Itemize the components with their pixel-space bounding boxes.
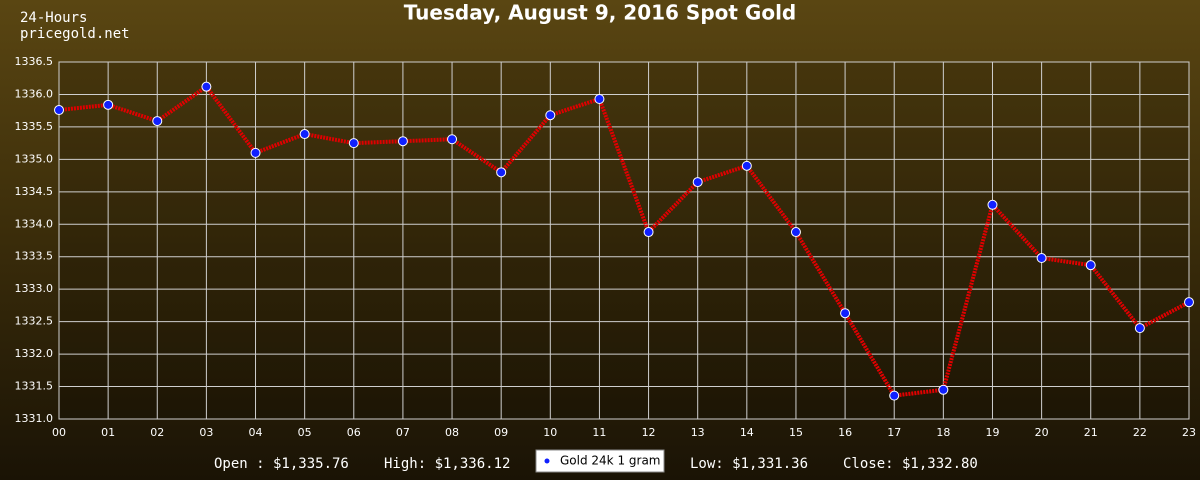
x-tick-label: 10 <box>543 426 557 439</box>
y-tick-label: 1336.5 <box>15 55 54 68</box>
data-point <box>840 308 851 319</box>
data-point <box>790 227 801 238</box>
x-tick-label: 08 <box>445 426 459 439</box>
low-stat: Low: $1,331.36 <box>690 456 808 472</box>
y-tick-label: 1331.0 <box>15 412 54 425</box>
legend-label: Gold 24k 1 gram <box>560 454 660 468</box>
period-label: 24-Hours <box>20 10 87 26</box>
y-tick-label: 1334.0 <box>15 217 54 230</box>
x-tick-label: 14 <box>740 426 754 439</box>
y-tick-label: 1331.5 <box>15 380 54 393</box>
legend-marker <box>544 458 550 464</box>
data-point <box>1184 297 1194 308</box>
data-point <box>1036 253 1047 264</box>
data-point <box>1134 323 1145 334</box>
y-tick-label: 1333.0 <box>15 282 54 295</box>
x-tick-label: 15 <box>789 426 803 439</box>
data-point <box>987 199 998 210</box>
x-tick-label: 06 <box>347 426 361 439</box>
data-point <box>103 99 114 110</box>
x-tick-label: 13 <box>691 426 705 439</box>
legend-box <box>535 449 665 473</box>
x-tick-label: 20 <box>1035 426 1049 439</box>
chart-title: Tuesday, August 9, 2016 Spot Gold <box>404 1 797 25</box>
data-point <box>643 227 654 238</box>
data-point <box>692 177 703 188</box>
x-tick-label: 21 <box>1084 426 1098 439</box>
data-point <box>397 136 408 147</box>
data-point <box>348 138 359 149</box>
x-tick-label: 18 <box>936 426 950 439</box>
x-tick-label: 02 <box>150 426 164 439</box>
x-tick-label: 05 <box>298 426 312 439</box>
series-line <box>58 83 1190 398</box>
x-tick-label: 04 <box>249 426 263 439</box>
close-stat: Close: $1,332.80 <box>843 456 978 472</box>
open-stat: Open : $1,335.76 <box>214 456 349 472</box>
x-tick-label: 19 <box>985 426 999 439</box>
x-tick-label: 16 <box>838 426 852 439</box>
y-tick-label: 1335.5 <box>15 120 54 133</box>
x-tick-label: 03 <box>199 426 213 439</box>
data-point <box>496 167 507 178</box>
x-tick-label: 07 <box>396 426 410 439</box>
y-tick-label: 1333.5 <box>15 250 54 263</box>
x-tick-label: 12 <box>642 426 656 439</box>
data-point <box>54 105 64 116</box>
x-tick-label: 00 <box>52 426 66 439</box>
data-point <box>299 129 310 140</box>
data-point <box>447 134 458 145</box>
data-point <box>250 147 261 158</box>
high-stat: High: $1,336.12 <box>384 456 510 472</box>
y-tick-label: 1332.5 <box>15 315 54 328</box>
data-point <box>889 390 900 401</box>
data-point <box>152 116 163 127</box>
y-tick-label: 1334.5 <box>15 185 54 198</box>
data-point <box>938 384 949 395</box>
plot-area <box>58 61 1190 420</box>
x-tick-label: 22 <box>1133 426 1147 439</box>
x-tick-label: 11 <box>592 426 606 439</box>
y-tick-label: 1332.0 <box>15 347 54 360</box>
x-tick-label: 17 <box>887 426 901 439</box>
x-tick-label: 01 <box>101 426 115 439</box>
data-point <box>201 81 212 92</box>
y-tick-label: 1335.0 <box>15 152 54 165</box>
data-point <box>741 160 752 171</box>
data-point <box>594 93 605 104</box>
x-tick-label: 09 <box>494 426 508 439</box>
y-tick-label: 1336.0 <box>15 87 54 100</box>
data-point <box>1085 260 1096 271</box>
source-label: pricegold.net <box>20 26 130 42</box>
data-point <box>545 110 556 121</box>
x-tick-label: 23 <box>1182 426 1196 439</box>
